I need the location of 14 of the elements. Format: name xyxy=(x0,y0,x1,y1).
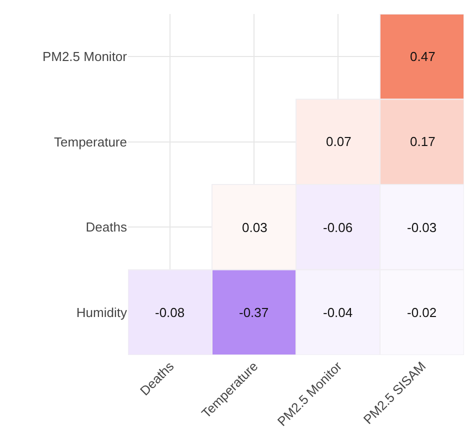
data-label: -0.03 xyxy=(407,220,437,235)
data-label: -0.37 xyxy=(239,305,269,320)
data-label: -0.08 xyxy=(155,305,185,320)
y-tick-label: Deaths xyxy=(86,220,128,235)
data-label: -0.06 xyxy=(323,220,353,235)
data-label: -0.04 xyxy=(323,305,353,320)
data-label: 0.07 xyxy=(326,134,352,149)
y-tick-label: Temperature xyxy=(54,134,127,150)
data-label: 0.03 xyxy=(242,220,268,235)
data-label: 0.17 xyxy=(410,134,436,149)
data-label: -0.02 xyxy=(407,305,437,320)
y-tick-label: PM2.5 Monitor xyxy=(42,49,128,64)
data-label: 0.47 xyxy=(410,49,436,64)
y-tick-label: Humidity xyxy=(76,304,128,320)
